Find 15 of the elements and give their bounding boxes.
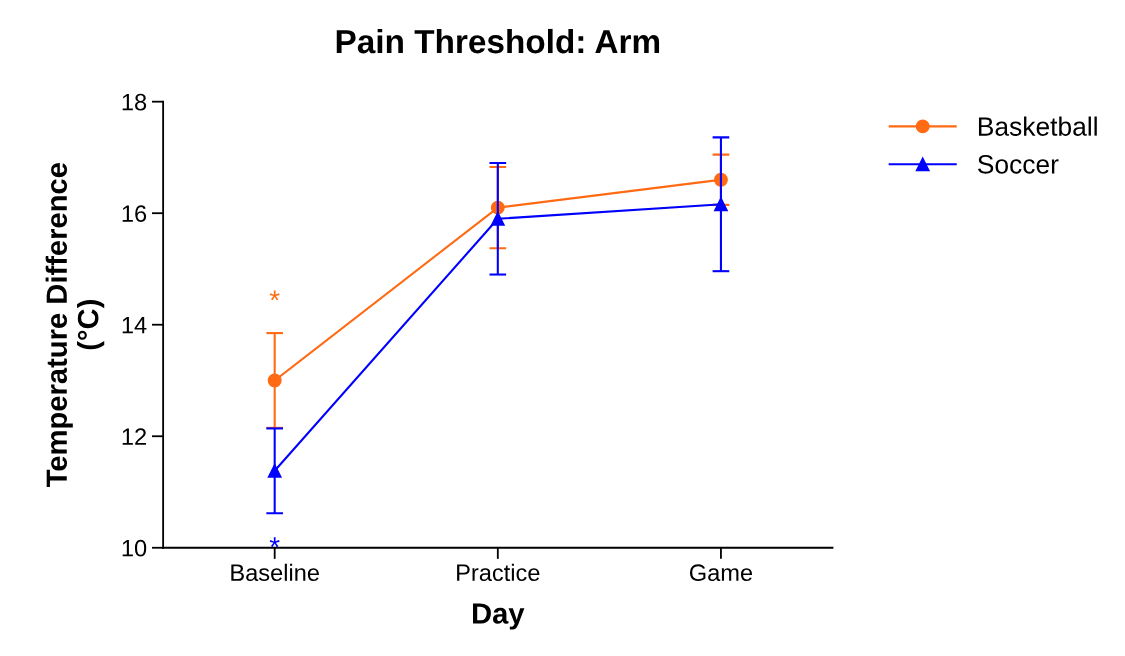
annotation: * xyxy=(269,537,280,548)
y-axis-title: Temperature Difference (°C) xyxy=(45,163,105,488)
x-tick-label: Game xyxy=(689,564,753,582)
x-tick-label: Practice xyxy=(457,563,540,582)
chart-title: Pain Threshold: Arm xyxy=(336,28,660,54)
y-tick-label: 16 xyxy=(122,205,147,222)
annotation: * xyxy=(269,290,280,301)
legend-label: Soccer xyxy=(978,155,1059,174)
legend-label: Basketball xyxy=(978,116,1097,136)
x-tick-label: Baseline xyxy=(231,563,319,582)
x-axis-title: Day xyxy=(473,603,525,630)
y-tick-label: 10 xyxy=(122,539,147,557)
y-tick-label: 12 xyxy=(122,428,146,445)
y-tick-label: 18 xyxy=(122,93,147,111)
y-tick-label: 14 xyxy=(122,317,147,334)
